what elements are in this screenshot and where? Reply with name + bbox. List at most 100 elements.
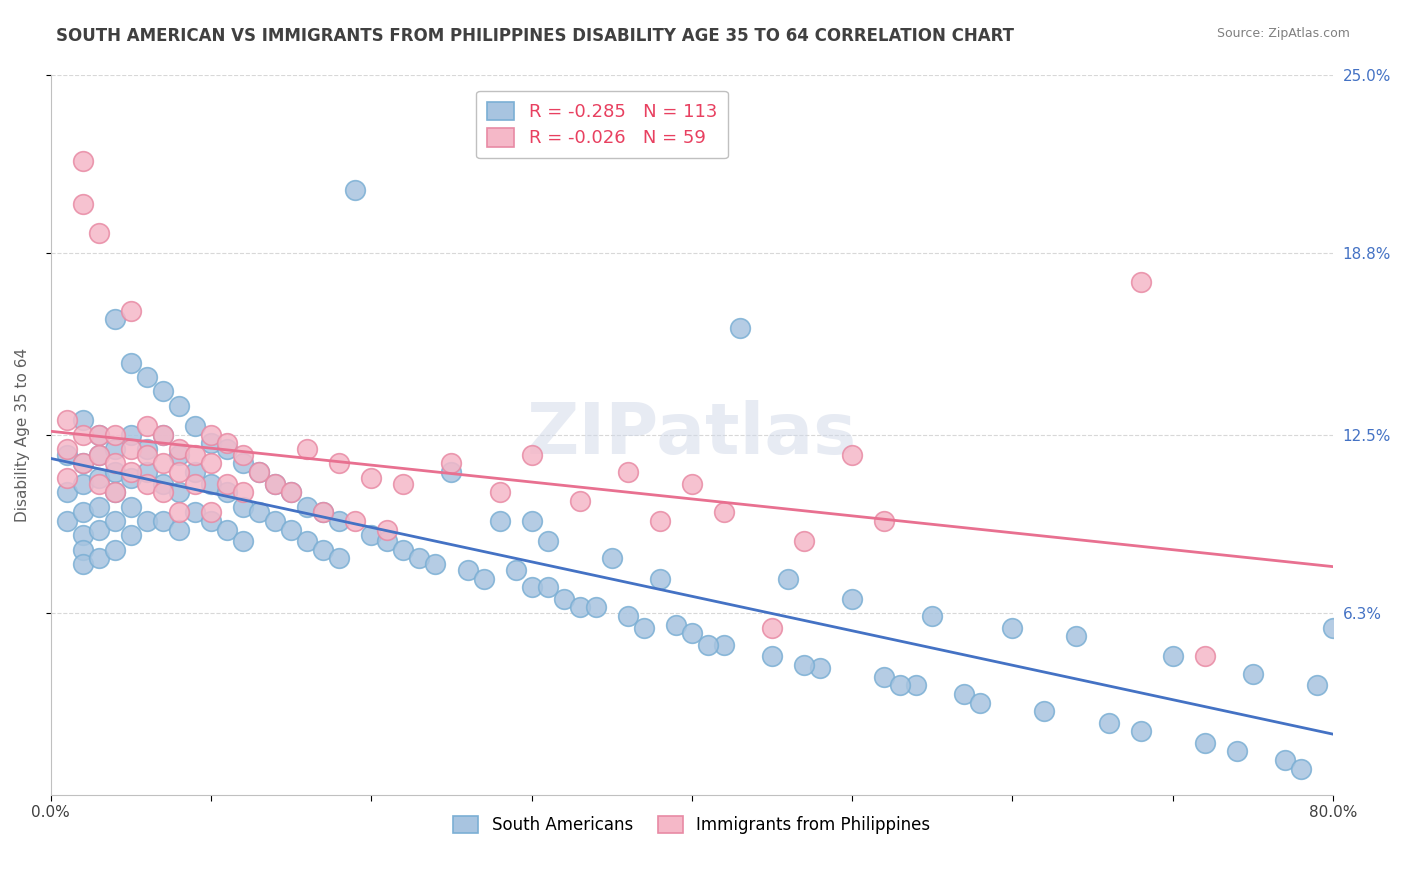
Point xyxy=(56,471,79,485)
Point xyxy=(72,197,94,211)
Point xyxy=(776,572,799,586)
Point xyxy=(217,523,239,537)
Point xyxy=(184,465,207,479)
Point xyxy=(152,457,174,471)
Point xyxy=(247,465,270,479)
Point xyxy=(1194,649,1216,664)
Point xyxy=(87,448,110,462)
Point xyxy=(873,670,896,684)
Point xyxy=(200,514,222,528)
Point xyxy=(152,485,174,500)
Point xyxy=(152,384,174,399)
Point xyxy=(553,591,575,606)
Point xyxy=(200,505,222,519)
Point xyxy=(328,457,350,471)
Point xyxy=(360,471,382,485)
Point xyxy=(457,563,479,577)
Point xyxy=(72,505,94,519)
Point xyxy=(793,534,815,549)
Point xyxy=(72,427,94,442)
Point xyxy=(1033,704,1056,718)
Point xyxy=(56,413,79,427)
Point xyxy=(1001,621,1024,635)
Point xyxy=(87,427,110,442)
Point xyxy=(104,312,127,326)
Point xyxy=(1066,629,1088,643)
Point xyxy=(297,442,319,456)
Point xyxy=(200,476,222,491)
Point xyxy=(56,442,79,456)
Point xyxy=(87,476,110,491)
Point xyxy=(167,505,190,519)
Point xyxy=(392,476,415,491)
Point xyxy=(152,427,174,442)
Point xyxy=(136,448,159,462)
Point xyxy=(1129,724,1152,739)
Point xyxy=(377,523,399,537)
Point xyxy=(953,687,976,701)
Point xyxy=(167,399,190,413)
Point xyxy=(264,476,287,491)
Point xyxy=(87,551,110,566)
Point xyxy=(72,558,94,572)
Point xyxy=(87,226,110,240)
Point xyxy=(152,427,174,442)
Point xyxy=(232,534,254,549)
Point xyxy=(520,514,543,528)
Point xyxy=(568,494,591,508)
Point xyxy=(120,528,142,542)
Point xyxy=(616,465,638,479)
Point xyxy=(312,542,335,557)
Point xyxy=(1274,753,1296,767)
Point xyxy=(217,485,239,500)
Point xyxy=(681,626,703,640)
Point xyxy=(440,465,463,479)
Point xyxy=(184,505,207,519)
Point xyxy=(505,563,527,577)
Point xyxy=(167,523,190,537)
Point xyxy=(585,600,607,615)
Point xyxy=(536,580,558,594)
Point xyxy=(1241,666,1264,681)
Point xyxy=(264,476,287,491)
Point xyxy=(167,465,190,479)
Point xyxy=(425,558,447,572)
Point xyxy=(488,485,510,500)
Point xyxy=(344,514,367,528)
Point xyxy=(280,523,302,537)
Point xyxy=(152,514,174,528)
Point xyxy=(1289,762,1312,776)
Point xyxy=(681,476,703,491)
Point xyxy=(889,678,911,692)
Point xyxy=(648,514,671,528)
Point xyxy=(120,355,142,369)
Point xyxy=(247,505,270,519)
Point xyxy=(232,500,254,514)
Point xyxy=(104,465,127,479)
Point xyxy=(793,658,815,673)
Point xyxy=(247,465,270,479)
Point xyxy=(167,485,190,500)
Point xyxy=(56,448,79,462)
Point xyxy=(120,500,142,514)
Point xyxy=(120,427,142,442)
Point xyxy=(600,551,623,566)
Point xyxy=(136,442,159,456)
Point xyxy=(232,457,254,471)
Point xyxy=(87,448,110,462)
Point xyxy=(873,514,896,528)
Point xyxy=(1161,649,1184,664)
Point xyxy=(104,514,127,528)
Point xyxy=(56,514,79,528)
Point xyxy=(72,413,94,427)
Point xyxy=(104,427,127,442)
Point xyxy=(217,442,239,456)
Point xyxy=(312,505,335,519)
Point xyxy=(312,505,335,519)
Point xyxy=(297,534,319,549)
Point xyxy=(217,476,239,491)
Point xyxy=(377,534,399,549)
Point xyxy=(104,442,127,456)
Text: ZIPatlas: ZIPatlas xyxy=(527,401,856,469)
Point xyxy=(72,153,94,168)
